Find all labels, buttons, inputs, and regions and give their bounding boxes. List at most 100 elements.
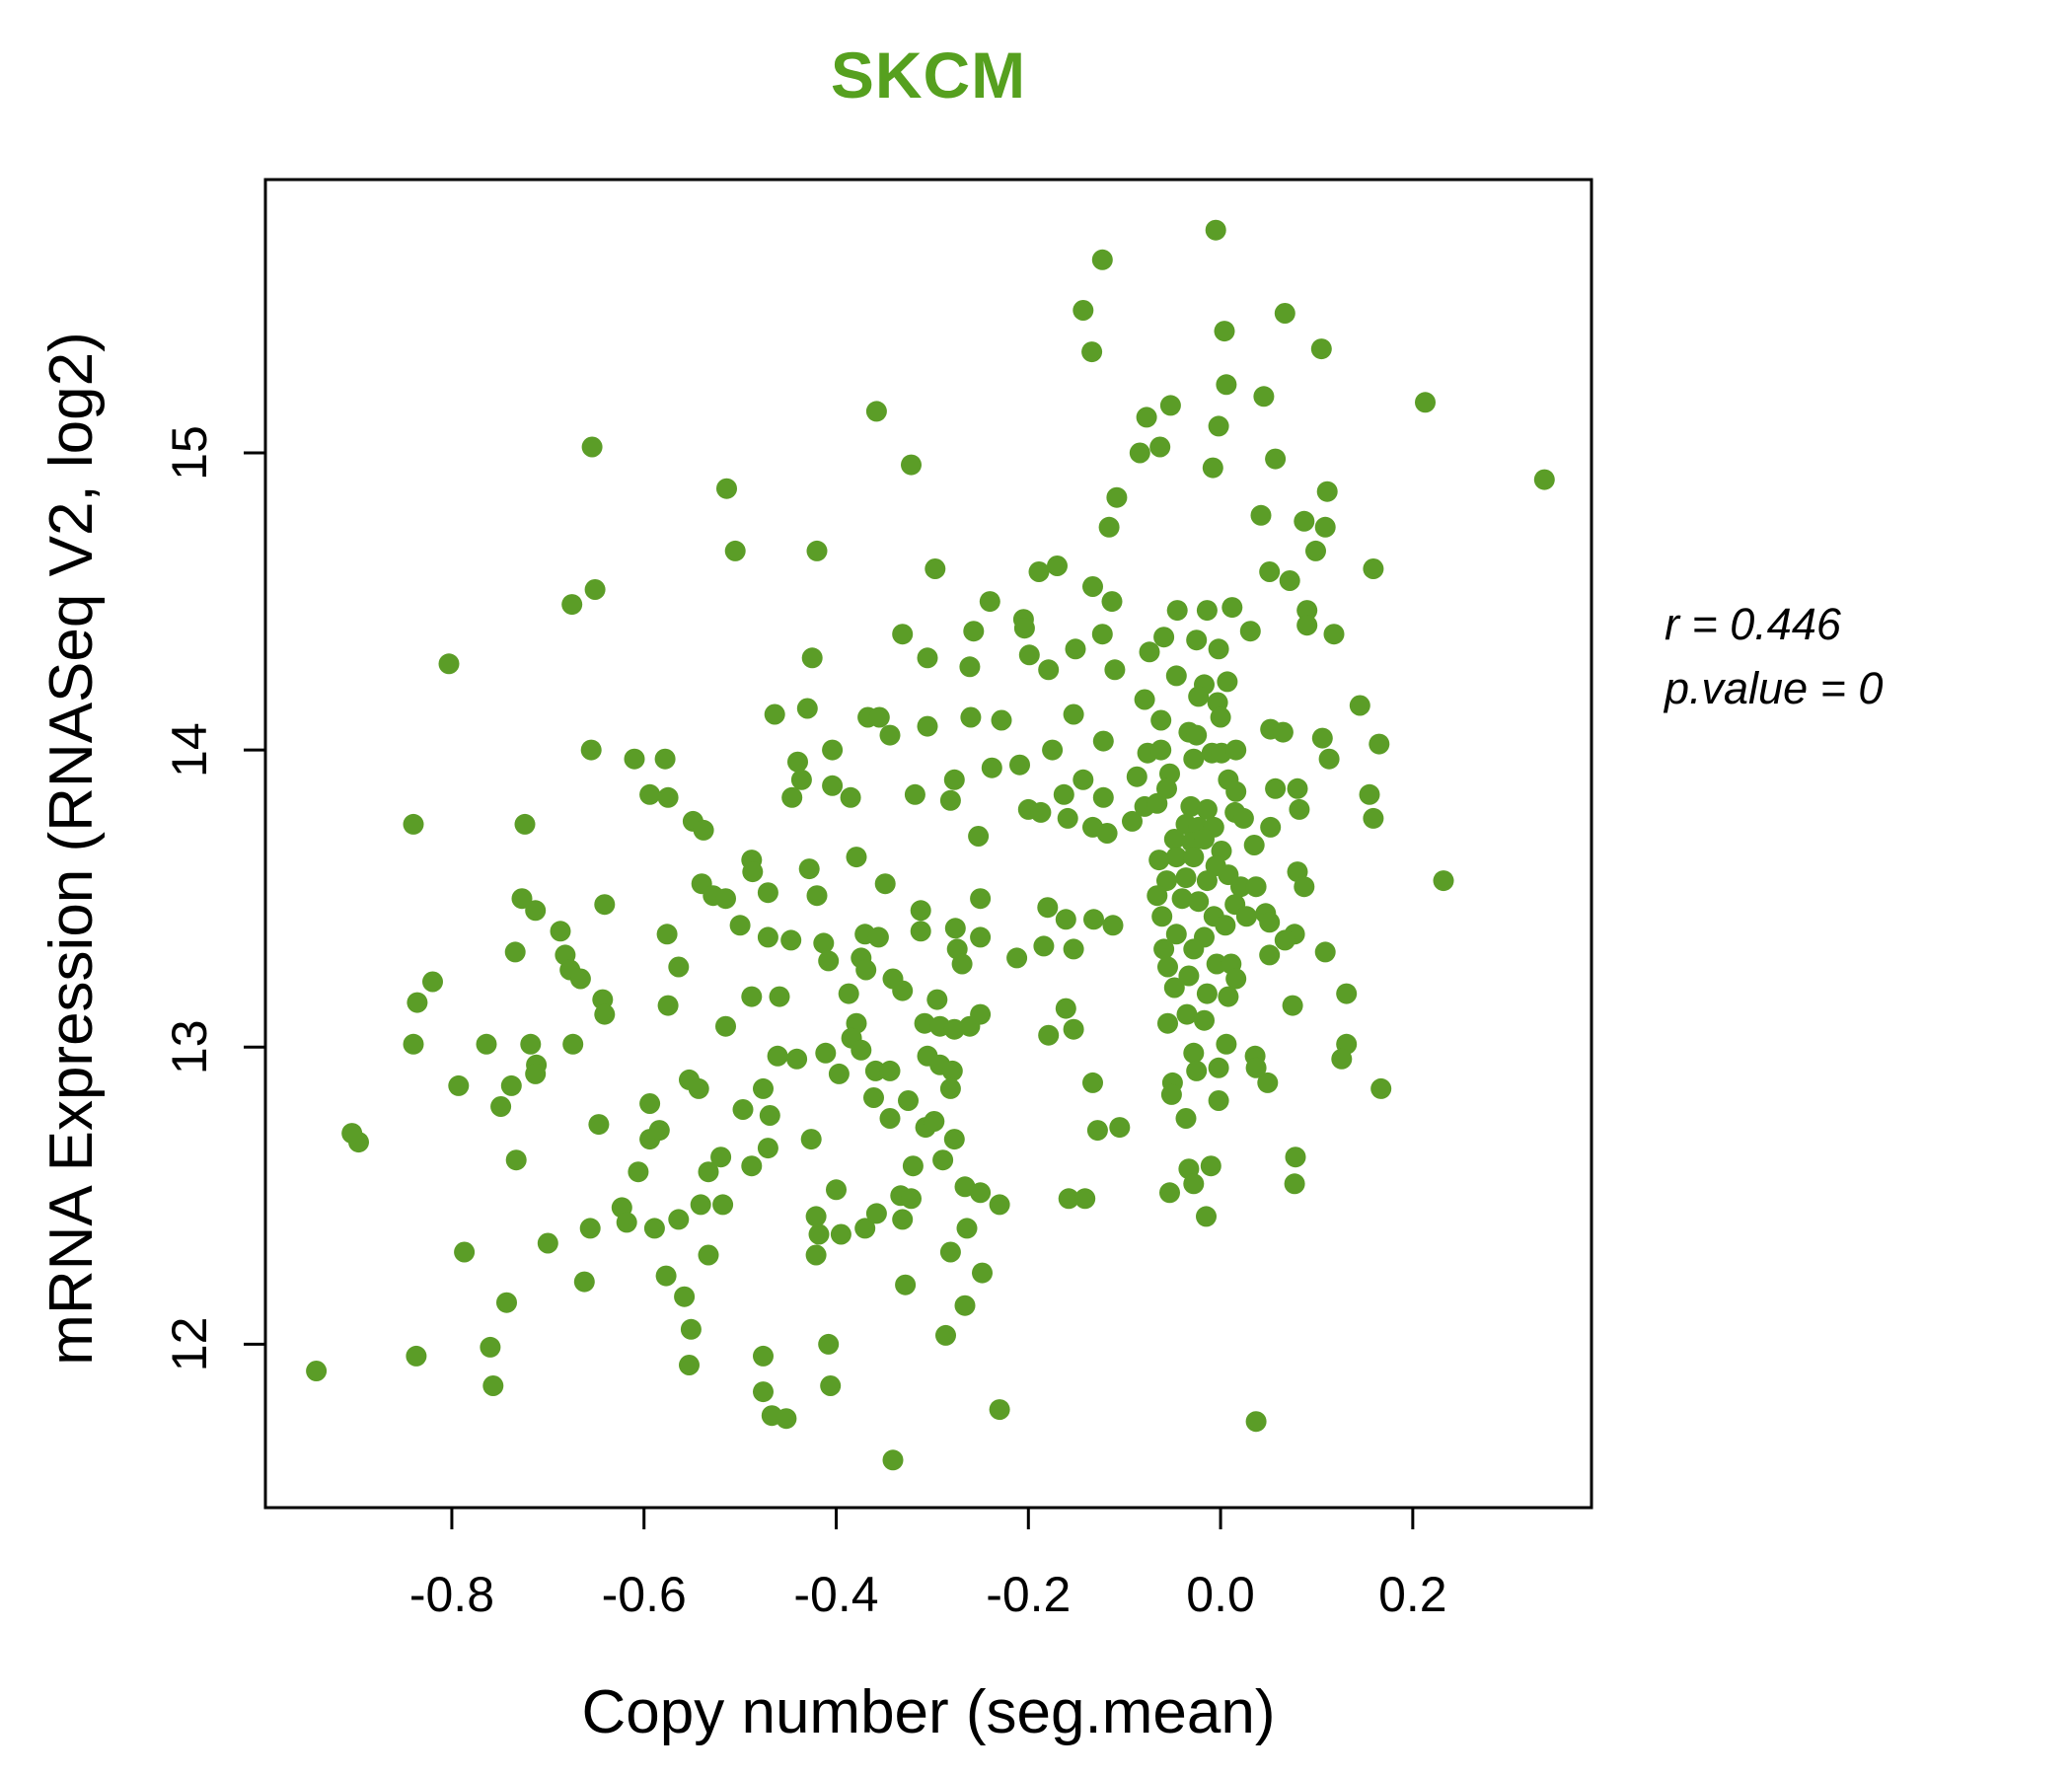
data-point	[828, 1063, 850, 1084]
data-point	[1092, 786, 1114, 808]
data-point	[901, 1188, 922, 1210]
data-point	[1287, 777, 1308, 799]
data-point	[1073, 769, 1094, 790]
data-point	[826, 1179, 847, 1201]
data-point	[657, 786, 679, 808]
data-point	[939, 1241, 961, 1263]
data-point	[594, 1003, 616, 1025]
data-point	[989, 1399, 1010, 1421]
data-point	[1218, 986, 1239, 1007]
data-point	[972, 1262, 993, 1284]
data-point	[742, 861, 764, 883]
data-point	[1196, 983, 1218, 1004]
data-point	[1150, 739, 1172, 761]
data-point	[879, 724, 901, 746]
data-point	[1176, 1003, 1198, 1025]
data-point	[818, 950, 840, 972]
data-point	[1369, 733, 1390, 755]
data-point	[680, 1318, 702, 1340]
data-point	[1129, 442, 1150, 464]
data-point	[769, 986, 790, 1007]
data-point	[846, 847, 867, 868]
data-point	[1243, 835, 1265, 855]
data-point	[1086, 1120, 1108, 1142]
data-point	[1171, 888, 1193, 910]
data-point	[1183, 1042, 1205, 1064]
data-point	[616, 1212, 637, 1233]
data-point	[935, 1324, 956, 1346]
data-point	[867, 926, 889, 948]
data-point	[757, 882, 778, 904]
data-point	[1294, 510, 1315, 532]
data-point	[830, 1223, 851, 1245]
data-point	[569, 968, 591, 990]
data-point	[1178, 965, 1200, 987]
data-point	[1186, 724, 1208, 746]
data-point	[480, 1336, 501, 1358]
data-point	[403, 1033, 424, 1055]
data-point	[798, 858, 820, 880]
data-point	[639, 1093, 661, 1114]
data-point	[1215, 915, 1236, 936]
data-point	[1149, 436, 1171, 458]
data-point	[1063, 1018, 1084, 1040]
data-point	[1260, 816, 1282, 838]
data-point	[1370, 1077, 1392, 1099]
x-axis-tick-label: 0.0	[1186, 1567, 1255, 1622]
data-point	[1323, 624, 1345, 645]
data-point	[1186, 629, 1208, 651]
data-point	[710, 1147, 732, 1168]
data-point	[715, 888, 736, 910]
data-point	[868, 706, 890, 728]
x-axis-tick-label: -0.6	[602, 1567, 687, 1622]
data-point	[892, 624, 914, 645]
data-point	[806, 540, 828, 561]
data-point	[1083, 909, 1104, 930]
data-point	[757, 1138, 778, 1159]
data-point	[1183, 938, 1205, 960]
data-point	[537, 1232, 558, 1254]
y-axis-tick-label: 12	[162, 1317, 217, 1372]
data-point	[910, 921, 931, 942]
data-point	[1018, 644, 1040, 666]
data-point	[882, 1449, 904, 1471]
data-point	[403, 813, 424, 835]
data-point	[970, 888, 992, 910]
data-point	[943, 1018, 965, 1040]
data-point	[1030, 801, 1052, 823]
data-point	[693, 819, 714, 841]
data-point	[924, 1111, 945, 1132]
data-point	[1126, 766, 1147, 787]
data-point	[1284, 1173, 1305, 1195]
data-point	[790, 769, 812, 790]
data-point	[594, 894, 616, 916]
data-point	[1259, 944, 1281, 966]
data-point	[580, 739, 602, 761]
data-point	[1196, 870, 1218, 892]
data-point	[1186, 1060, 1208, 1081]
x-axis-tick-label: 0.2	[1378, 1567, 1447, 1622]
y-axis-title: mRNA Expression (RNASeq V2, log2)	[37, 332, 106, 1366]
data-point	[956, 1218, 978, 1239]
data-point	[1038, 1024, 1060, 1046]
data-point	[1314, 941, 1336, 963]
data-point	[1153, 627, 1175, 648]
data-point	[1150, 709, 1172, 731]
data-point	[500, 1074, 522, 1096]
data-point	[1296, 615, 1318, 636]
data-point	[741, 986, 763, 1007]
data-point	[1157, 956, 1178, 978]
data-point	[1245, 1057, 1267, 1078]
data-point	[1055, 998, 1076, 1019]
data-point	[981, 757, 1002, 778]
data-point	[562, 1033, 584, 1055]
data-point	[757, 926, 778, 948]
data-point	[1235, 906, 1257, 927]
data-point	[865, 1203, 887, 1224]
data-point	[1188, 686, 1210, 707]
data-point	[1082, 576, 1103, 597]
data-point	[1210, 706, 1231, 728]
data-point	[753, 1381, 774, 1403]
data-point	[991, 709, 1012, 731]
